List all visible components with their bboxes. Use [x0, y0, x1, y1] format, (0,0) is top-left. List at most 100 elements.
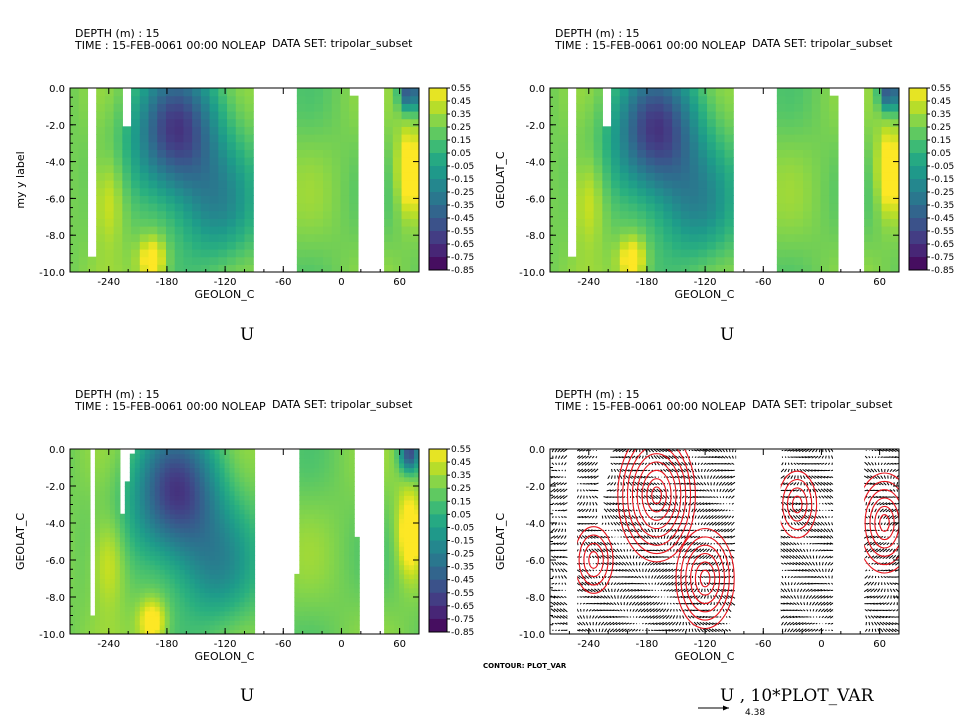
- vector-arrow: [662, 455, 667, 460]
- heatmap-cell: [154, 523, 161, 529]
- heatmap-cell: [890, 233, 899, 242]
- heatmap-cell: [104, 233, 115, 242]
- vector-arrow: [620, 489, 623, 492]
- heatmap-cell: [214, 518, 221, 524]
- heatmap-cell: [84, 527, 91, 533]
- heatmap-cell: [394, 449, 400, 455]
- heatmap-cell: [189, 458, 196, 464]
- heatmap-cell: [235, 241, 246, 250]
- heatmap-cell: [78, 111, 89, 120]
- heatmap-cell: [244, 592, 251, 598]
- heatmap-cell: [707, 187, 717, 196]
- heatmap-cell: [244, 149, 254, 158]
- vector-arrow: [606, 548, 612, 553]
- heatmap-cell: [139, 578, 146, 584]
- heatmap-cell: [159, 490, 166, 496]
- heatmap-cell: [79, 518, 86, 524]
- vector-arrow: [613, 468, 617, 473]
- vector-arrow: [654, 528, 656, 532]
- heatmap-cell: [174, 180, 185, 189]
- heatmap-cell: [104, 592, 111, 598]
- heatmap-cell: [550, 187, 560, 196]
- colorbar-swatch: [429, 605, 447, 620]
- heatmap-cell: [124, 481, 131, 487]
- vector-arrow: [609, 489, 614, 492]
- heatmap-cell: [339, 453, 345, 459]
- heatmap-cell: [214, 467, 221, 473]
- heatmap-cell: [174, 218, 185, 227]
- heatmap-cell: [131, 180, 141, 189]
- heatmap-cell: [323, 233, 333, 242]
- x-tick-label: -180: [156, 277, 179, 288]
- heatmap-cell: [707, 180, 717, 189]
- heatmap-cell: [872, 164, 883, 173]
- heatmap-cell: [414, 601, 419, 607]
- heatmap-cell: [229, 573, 236, 580]
- heatmap-cell: [104, 180, 115, 189]
- vector-arrow: [608, 529, 610, 532]
- heatmap-cell: [104, 111, 115, 120]
- heatmap-cell: [384, 449, 390, 455]
- heatmap-cell: [299, 587, 305, 593]
- heatmap-cell: [70, 560, 76, 566]
- heatmap-cell: [122, 256, 132, 265]
- heatmap-cell: [114, 606, 121, 612]
- heatmap-cell: [119, 532, 126, 538]
- heatmap-cell: [344, 624, 350, 630]
- heatmap-cell: [134, 462, 141, 469]
- heatmap-cell: [299, 495, 305, 501]
- heatmap-cell: [99, 560, 106, 566]
- heatmap-cell: [214, 587, 221, 593]
- heatmap-cell: [204, 527, 211, 533]
- vector-arrow: [552, 516, 554, 519]
- heatmap-cell: [602, 256, 612, 265]
- heatmap-cell: [331, 226, 342, 235]
- vector-arrow: [650, 622, 655, 625]
- heatmap-cell: [672, 88, 682, 97]
- heatmap-cell: [169, 476, 176, 482]
- heatmap-cell: [235, 88, 246, 97]
- heatmap-cell: [194, 490, 201, 496]
- colorbar-swatch: [909, 179, 927, 193]
- vector-arrow: [562, 615, 568, 619]
- vector-arrow: [579, 541, 582, 546]
- heatmap-cell: [159, 536, 166, 543]
- heatmap-cell: [200, 264, 211, 272]
- heatmap-cell: [410, 103, 419, 112]
- heatmap-cell: [169, 527, 176, 533]
- heatmap-cell: [404, 518, 410, 524]
- vector-arrow: [663, 528, 667, 533]
- vector-arrow: [616, 468, 620, 473]
- heatmap-cell: [299, 462, 305, 469]
- heatmap-cell: [299, 536, 305, 543]
- heatmap-cell: [84, 541, 91, 547]
- heatmap-cell: [399, 481, 405, 487]
- heatmap-cell: [104, 541, 111, 547]
- heatmap-cell: [144, 532, 151, 538]
- vector-arrow: [557, 528, 561, 533]
- vector-arrow: [665, 568, 671, 573]
- vector-arrow: [629, 488, 632, 493]
- heatmap-cell: [134, 615, 141, 621]
- heatmap-cell: [114, 610, 121, 617]
- heatmap-cell: [204, 462, 211, 469]
- heatmap-cell: [184, 541, 191, 547]
- heatmap-cell: [698, 180, 708, 189]
- heatmap-cell: [129, 486, 136, 492]
- heatmap-cell: [314, 583, 320, 589]
- heatmap-cell: [811, 241, 822, 250]
- heatmap-cell: [401, 218, 411, 227]
- heatmap-cell: [349, 518, 355, 524]
- heatmap-cell: [611, 118, 621, 127]
- vector-arrow: [626, 542, 629, 545]
- heatmap-cell: [74, 541, 81, 547]
- vector-arrow: [634, 462, 639, 465]
- vector-arrow: [597, 581, 602, 586]
- heatmap-cell: [149, 458, 156, 464]
- heatmap-cell: [602, 141, 612, 150]
- heatmap-cell: [109, 453, 116, 459]
- heatmap-cell: [189, 490, 196, 496]
- colorbar-swatch: [429, 501, 447, 515]
- heatmap-cell: [404, 462, 410, 469]
- heatmap-cell: [593, 249, 603, 258]
